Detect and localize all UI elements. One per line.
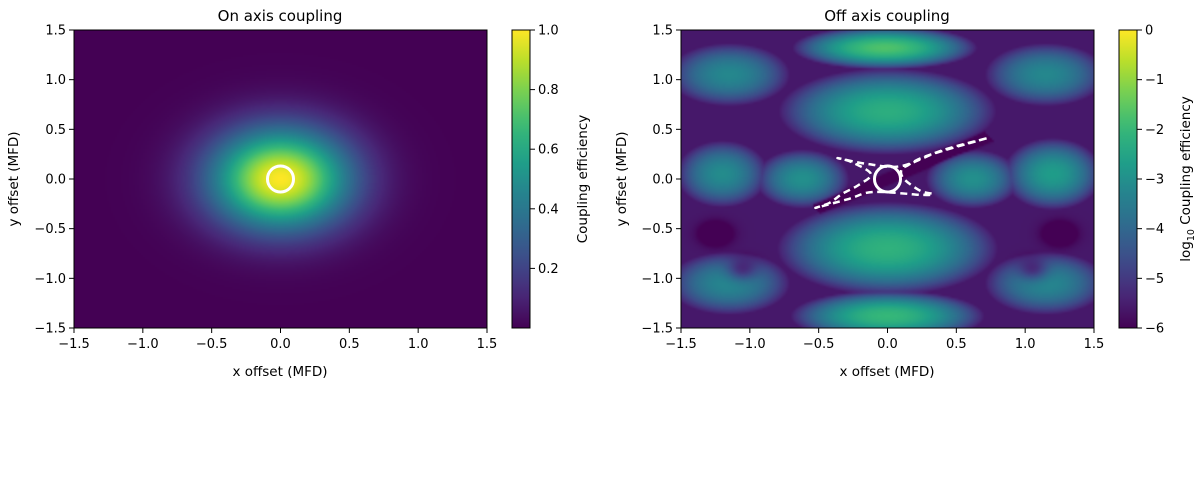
x-tick-label: −1.0 bbox=[127, 337, 159, 352]
colorbar-tick-label: −4 bbox=[1145, 222, 1164, 237]
x-tick-label: 0.0 bbox=[877, 337, 898, 352]
x-tick-label: 1.0 bbox=[408, 337, 429, 352]
colorbar-tick-label: 1.0 bbox=[538, 24, 559, 39]
colorbar-tick-label: −5 bbox=[1145, 272, 1164, 287]
colorbar-tick-label: 0.4 bbox=[538, 202, 559, 217]
off-axis-colorbar-ticks: −6 −5 −4 −3 −2 −1 0 bbox=[1137, 24, 1164, 337]
off-axis-x-ticks: −1.5 −1.0 −0.5 0.0 0.5 1.0 1.5 bbox=[665, 328, 1104, 352]
colorbar-tick-label: 0.8 bbox=[538, 83, 559, 98]
off-axis-dashed-contour bbox=[814, 137, 987, 210]
off-axis-colorbar-label: log10 Coupling efficiency bbox=[1178, 96, 1197, 262]
on-axis-title: On axis coupling bbox=[218, 7, 343, 25]
x-tick-label: −1.5 bbox=[665, 337, 697, 352]
x-tick-label: −0.5 bbox=[196, 337, 228, 352]
y-tick-label: −1.5 bbox=[641, 322, 673, 337]
x-tick-label: 0.5 bbox=[946, 337, 967, 352]
on-axis-circle-marker bbox=[265, 164, 296, 194]
on-axis-colorbar-frame bbox=[511, 29, 531, 329]
on-axis-y-ticks: −1.5 −1.0 −0.5 0.0 0.5 1.0 1.5 bbox=[34, 24, 74, 337]
colorbar-tick-label: −1 bbox=[1145, 73, 1164, 88]
y-tick-label: −0.5 bbox=[641, 222, 673, 237]
colorbar-tick-label: 0.2 bbox=[538, 262, 559, 277]
colorbar-tick-label: 0 bbox=[1145, 24, 1153, 39]
colorbar-tick-label: −2 bbox=[1145, 123, 1164, 138]
on-axis-y-axis-label: y offset (MFD) bbox=[6, 131, 22, 226]
on-axis-x-ticks: −1.5 −1.0 −0.5 0.0 0.5 1.0 1.5 bbox=[58, 328, 497, 352]
on-axis-colorbar-ticks: 0.2 0.4 0.6 0.8 1.0 bbox=[530, 24, 559, 277]
on-axis-heatmap bbox=[74, 30, 487, 328]
x-tick-label: −0.5 bbox=[803, 337, 835, 352]
y-tick-label: 1.0 bbox=[652, 73, 673, 88]
colorbar-tick-label: 0.6 bbox=[538, 143, 559, 158]
y-tick-label: −1.0 bbox=[34, 272, 66, 287]
x-tick-label: 1.5 bbox=[1084, 337, 1105, 352]
y-tick-label: 0.0 bbox=[652, 173, 673, 188]
y-tick-label: 0.5 bbox=[45, 123, 66, 138]
y-tick-label: −1.5 bbox=[34, 322, 66, 337]
y-tick-label: −0.5 bbox=[34, 222, 66, 237]
y-tick-label: 0.0 bbox=[45, 173, 66, 188]
x-tick-label: −1.5 bbox=[58, 337, 90, 352]
x-tick-label: 0.5 bbox=[339, 337, 360, 352]
off-axis-title: Off axis coupling bbox=[824, 7, 950, 25]
off-axis-chart: Off axis coupling −1.5 −1.0 −0.5 0.0 0.5 1.0 1… bbox=[614, 7, 1197, 380]
x-tick-label: −1.0 bbox=[734, 337, 766, 352]
colorbar-tick-label: −6 bbox=[1145, 322, 1164, 337]
colorbar-label-prefix: log bbox=[1178, 241, 1194, 262]
y-tick-label: 1.0 bbox=[45, 73, 66, 88]
y-tick-label: 1.5 bbox=[45, 24, 66, 39]
colorbar-tick-label: −3 bbox=[1145, 173, 1164, 188]
on-axis-chart: On axis coupling −1.5 −1.0 −0.5 0.0 0.5 1.0 1.… bbox=[6, 7, 591, 380]
y-tick-label: −1.0 bbox=[641, 272, 673, 287]
y-tick-label: 1.5 bbox=[652, 24, 673, 39]
x-tick-label: 1.5 bbox=[477, 337, 498, 352]
x-tick-label: 0.0 bbox=[270, 337, 291, 352]
on-axis-x-axis-label: x offset (MFD) bbox=[232, 364, 327, 380]
x-tick-label: 1.0 bbox=[1015, 337, 1036, 352]
off-axis-heatmap bbox=[681, 30, 1094, 328]
on-axis-colorbar-label: Coupling efficiency bbox=[575, 115, 591, 244]
y-tick-label: 0.5 bbox=[652, 123, 673, 138]
off-axis-y-ticks: −1.5 −1.0 −0.5 0.0 0.5 1.0 1.5 bbox=[641, 24, 681, 337]
on-axis-colorbar bbox=[512, 30, 530, 328]
off-axis-y-axis-label: y offset (MFD) bbox=[614, 131, 630, 226]
off-axis-colorbar bbox=[1119, 30, 1137, 328]
off-axis-x-axis-label: x offset (MFD) bbox=[839, 364, 934, 380]
off-axis-circle-marker bbox=[872, 164, 903, 194]
colorbar-label-suffix: Coupling efficiency bbox=[1178, 96, 1194, 229]
colorbar-label-subscript: 10 bbox=[1186, 229, 1197, 241]
